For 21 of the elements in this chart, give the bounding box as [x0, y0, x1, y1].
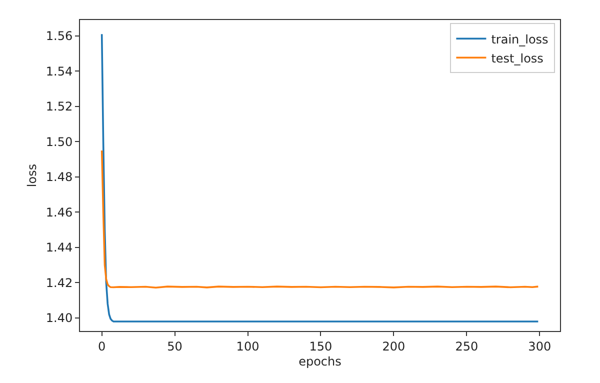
y-tick-label: 1.50: [46, 134, 73, 149]
y-tick-label: 1.54: [46, 64, 73, 78]
x-axis-title: epochs: [298, 354, 342, 368]
x-tick-label: 300: [528, 339, 552, 354]
y-tick-label: 1.44: [46, 240, 73, 255]
y-tick-label: 1.52: [46, 100, 73, 114]
legend-label: train_loss: [491, 32, 548, 46]
x-tick-label: 150: [309, 339, 332, 354]
y-tick-label: 1.40: [46, 311, 73, 326]
x-tick-label: 200: [382, 339, 406, 354]
y-axis-title: loss: [25, 164, 40, 188]
y-tick-label: 1.46: [46, 205, 73, 220]
x-tick-label: 0: [98, 339, 106, 354]
line-series: [100, 150, 540, 289]
legend-label: test_loss: [491, 51, 544, 66]
y-tick-label: 1.42: [46, 276, 73, 290]
y-tick-label: 1.56: [46, 29, 73, 44]
x-tick-label: 100: [236, 339, 260, 354]
x-tick-label: 50: [167, 339, 182, 354]
y-tick-label: 1.48: [46, 170, 73, 184]
x-tick-label: 250: [455, 339, 478, 354]
